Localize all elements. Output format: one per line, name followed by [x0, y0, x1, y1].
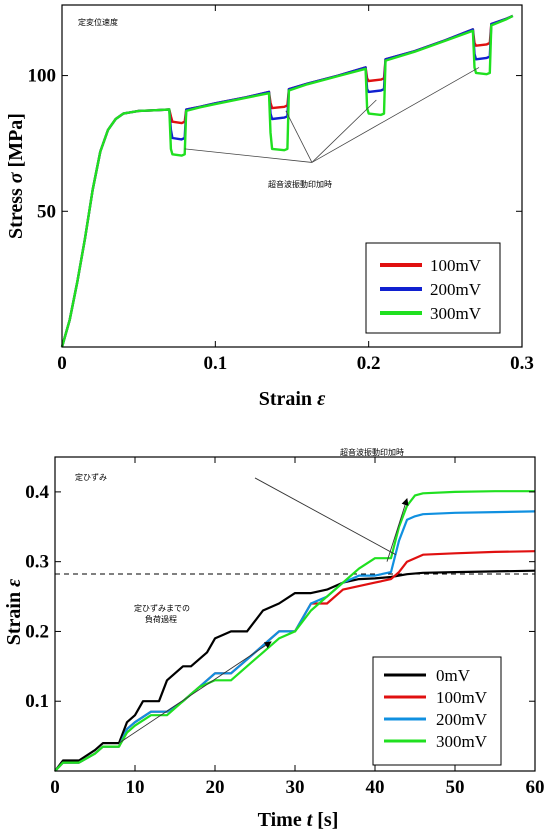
strain-time-ytick-label: 0.3 — [25, 552, 49, 573]
strain-time-ytick-label: 0.4 — [25, 482, 49, 503]
strain-time-mid-annotation-2: 負荷過程 — [145, 614, 177, 624]
strain-time-corner-note: 定ひずみ — [75, 472, 107, 482]
strain-time-chart: 0 10 20 30 40 50 600.10.20.30.4 定ひずみ 超音波振動印加時 … — [3, 447, 545, 831]
stress-strain-annotation: 超音波振動印加時 — [268, 179, 332, 189]
stress-strain-ylabel: Stress σ [MPa] — [5, 113, 27, 239]
stress-strain-corner-note: 定変位速度 — [78, 17, 118, 27]
legend-label-200mv-b: 200mV — [436, 710, 488, 729]
stress-strain-plot-frame — [61, 4, 523, 348]
strain-time-xtick-label: 20 — [206, 777, 225, 798]
legend-label-200mv: 200mV — [430, 280, 482, 299]
strain-time-xtick-label: 50 — [446, 777, 465, 798]
stress-strain-xlabel: Strain ε — [259, 388, 326, 410]
stress-strain-series-group — [60, 14, 514, 348]
stress-strain-annotation-arrow — [285, 110, 313, 163]
stress-strain-annotation-arrows — [184, 67, 480, 163]
stress-strain-xtick-label: 0.2 — [357, 353, 381, 374]
strain-time-ytick-label: 0.1 — [25, 691, 49, 712]
stress-strain-xtick-label: 0.3 — [510, 353, 534, 374]
strain-time-ylabel: Strain ε — [3, 578, 25, 645]
strain-time-loading-arrow — [118, 641, 272, 744]
stress-strain-annotation-arrow — [311, 67, 480, 163]
legend-label-100mv: 100mV — [430, 256, 482, 275]
strain-time-vibration-arrow-line — [254, 477, 397, 556]
stress-strain-series-line-300mv — [60, 14, 514, 348]
stress-strain-ytick-label: 50 — [37, 201, 56, 222]
strain-time-top-annotation: 超音波振動印加時 — [340, 447, 404, 457]
strain-time-ytick-label: 0.2 — [25, 621, 49, 642]
strain-time-ticks: 0 10 20 30 40 50 60 0.1 0.2 0.3 0.4 — [25, 457, 545, 798]
stress-strain-ticks: 0 0.1 0.2 0.3 50 100 — [28, 5, 534, 374]
stress-strain-xtick-label: 0 — [57, 353, 67, 374]
strain-time-xtick-label: 0 — [50, 777, 60, 798]
strain-time-xtick-label: 60 — [526, 777, 545, 798]
legend-label-300mv: 300mV — [430, 304, 482, 323]
stress-strain-annotation-arrow — [184, 148, 312, 163]
strain-time-xlabel: Time t [s] — [258, 809, 339, 831]
legend-label-300mv-b: 300mV — [436, 732, 488, 751]
strain-time-xtick-label: 10 — [126, 777, 145, 798]
legend-label-0mv: 0mV — [436, 666, 471, 685]
stress-strain-annotation-arrow — [311, 99, 377, 163]
strain-time-xtick-label: 40 — [366, 777, 385, 798]
stress-strain-xtick-label: 0.1 — [203, 353, 227, 374]
strain-time-mid-annotation-1: 定ひずみまでの — [134, 603, 190, 613]
strain-time-xtick-label: 30 — [286, 777, 305, 798]
legend-label-100mv-b: 100mV — [436, 688, 488, 707]
strain-time-legend: 0mV 100mV 200mV 300mV — [372, 656, 502, 766]
strain-time-annotation-arrows — [118, 477, 409, 744]
strain-time-vibration-arrow — [386, 498, 409, 562]
strain-time-series-line-0mv — [54, 569, 536, 772]
stress-strain-ytick-label: 100 — [28, 66, 57, 87]
strain-time-series-line-300mv — [54, 490, 535, 772]
stress-strain-legend: 100mV 200mV 300mV — [365, 242, 501, 334]
